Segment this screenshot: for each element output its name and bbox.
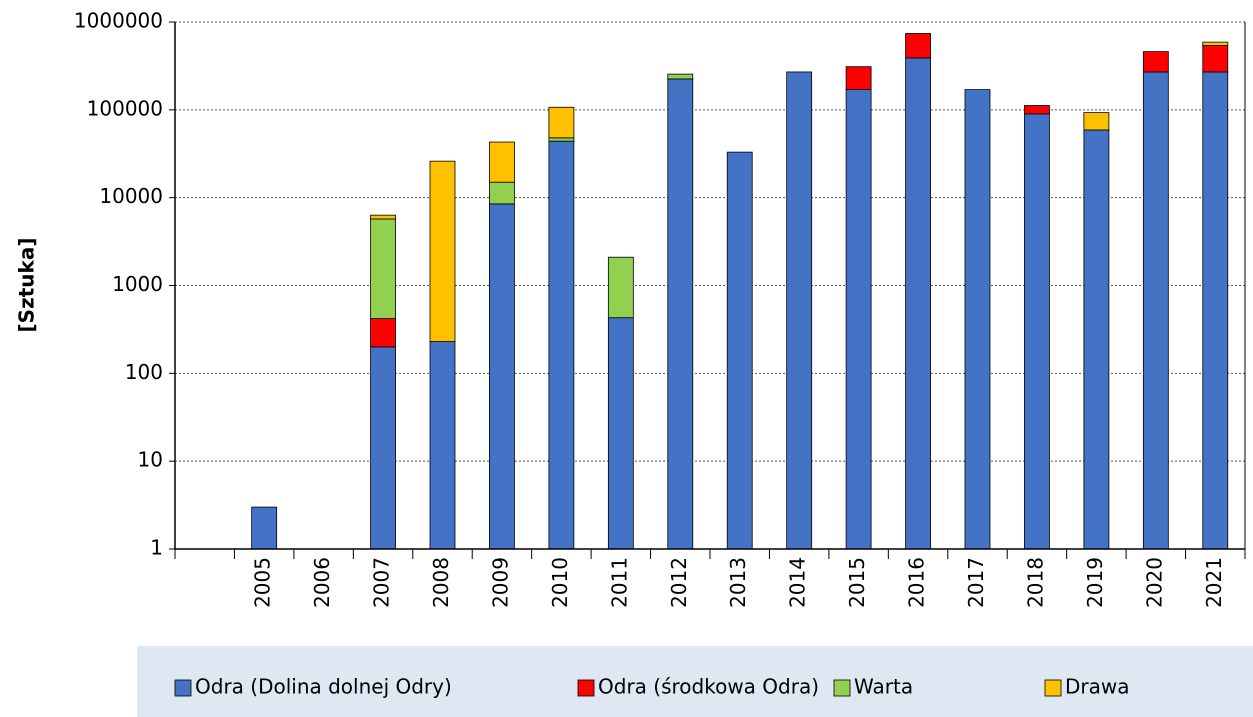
bar-segment [429,160,456,342]
bar-segment [667,78,694,550]
x-tick-label: 2015 [845,557,869,608]
bar-segment [1083,129,1110,550]
bar-segment [1142,51,1169,73]
legend-label: Odra (Dolina dolnej Odry) [195,675,452,699]
y-axis-label: [Sztuka] [15,238,39,333]
x-tick-label: 2014 [786,557,810,608]
bar-segment [1024,113,1050,550]
bar-segment [1083,112,1110,131]
legend-label: Warta [854,675,913,699]
bar-segment [1024,105,1050,115]
legend-swatch [1044,679,1062,697]
bar-segment [607,256,634,319]
y-tick-label: 100000 [87,96,163,120]
bar-segment [548,140,575,550]
x-tick-label: 2006 [310,557,334,608]
bar-segment [786,71,813,550]
y-tick-label: 100 [125,360,163,384]
bar-segment [489,181,515,205]
bar-segment [667,73,694,80]
x-tick-label: 2021 [1202,557,1226,608]
bar-segment [905,57,931,550]
y-tick-label: 1000 [112,272,163,296]
x-tick-label: 2020 [1142,557,1166,608]
x-tick-label: 2012 [667,557,691,608]
bar-segment [489,203,515,550]
bar-segment [964,89,991,550]
y-tick-label: 10 [138,448,163,472]
legend-swatch [833,679,851,697]
x-tick-label: 2007 [370,557,394,608]
bar-segment [845,89,872,550]
legend-label: Odra (środkowa Odra) [598,675,819,699]
legend-swatch [174,679,192,697]
x-tick-label: 2011 [607,557,631,608]
bar-segment [726,151,753,550]
legend-swatch [577,679,595,697]
bar-segment [429,341,456,550]
bar-segment [845,66,872,90]
bar-segment [607,317,634,550]
bar-segment [370,214,396,220]
bar-segment [1142,71,1169,550]
x-tick-label: 2016 [905,557,929,608]
bar-segment [370,218,396,319]
legend-box [137,646,1253,717]
bar-segment [370,318,396,348]
legend-label: Drawa [1065,675,1130,699]
bar-segment [370,346,396,550]
bar-segment [1202,41,1229,46]
bar-segment [1202,71,1229,550]
bar-segment [251,506,278,550]
x-tick-label: 2009 [488,557,512,608]
x-tick-label: 2005 [251,557,275,608]
x-tick-label: 2010 [548,557,572,608]
bar-segment [489,141,515,183]
y-tick-label: 1000000 [74,9,163,33]
x-tick-label: 2018 [1023,557,1047,608]
bar-segment [905,33,931,59]
x-tick-label: 2017 [964,557,988,608]
bar-segment [548,137,575,142]
y-tick-label: 10000 [99,184,163,208]
bar-segment [548,106,575,139]
bar-segment [1202,45,1229,73]
x-tick-label: 2019 [1083,557,1107,608]
y-tick-label: 1 [150,536,163,560]
x-tick-label: 2008 [429,557,453,608]
x-tick-label: 2013 [726,557,750,608]
